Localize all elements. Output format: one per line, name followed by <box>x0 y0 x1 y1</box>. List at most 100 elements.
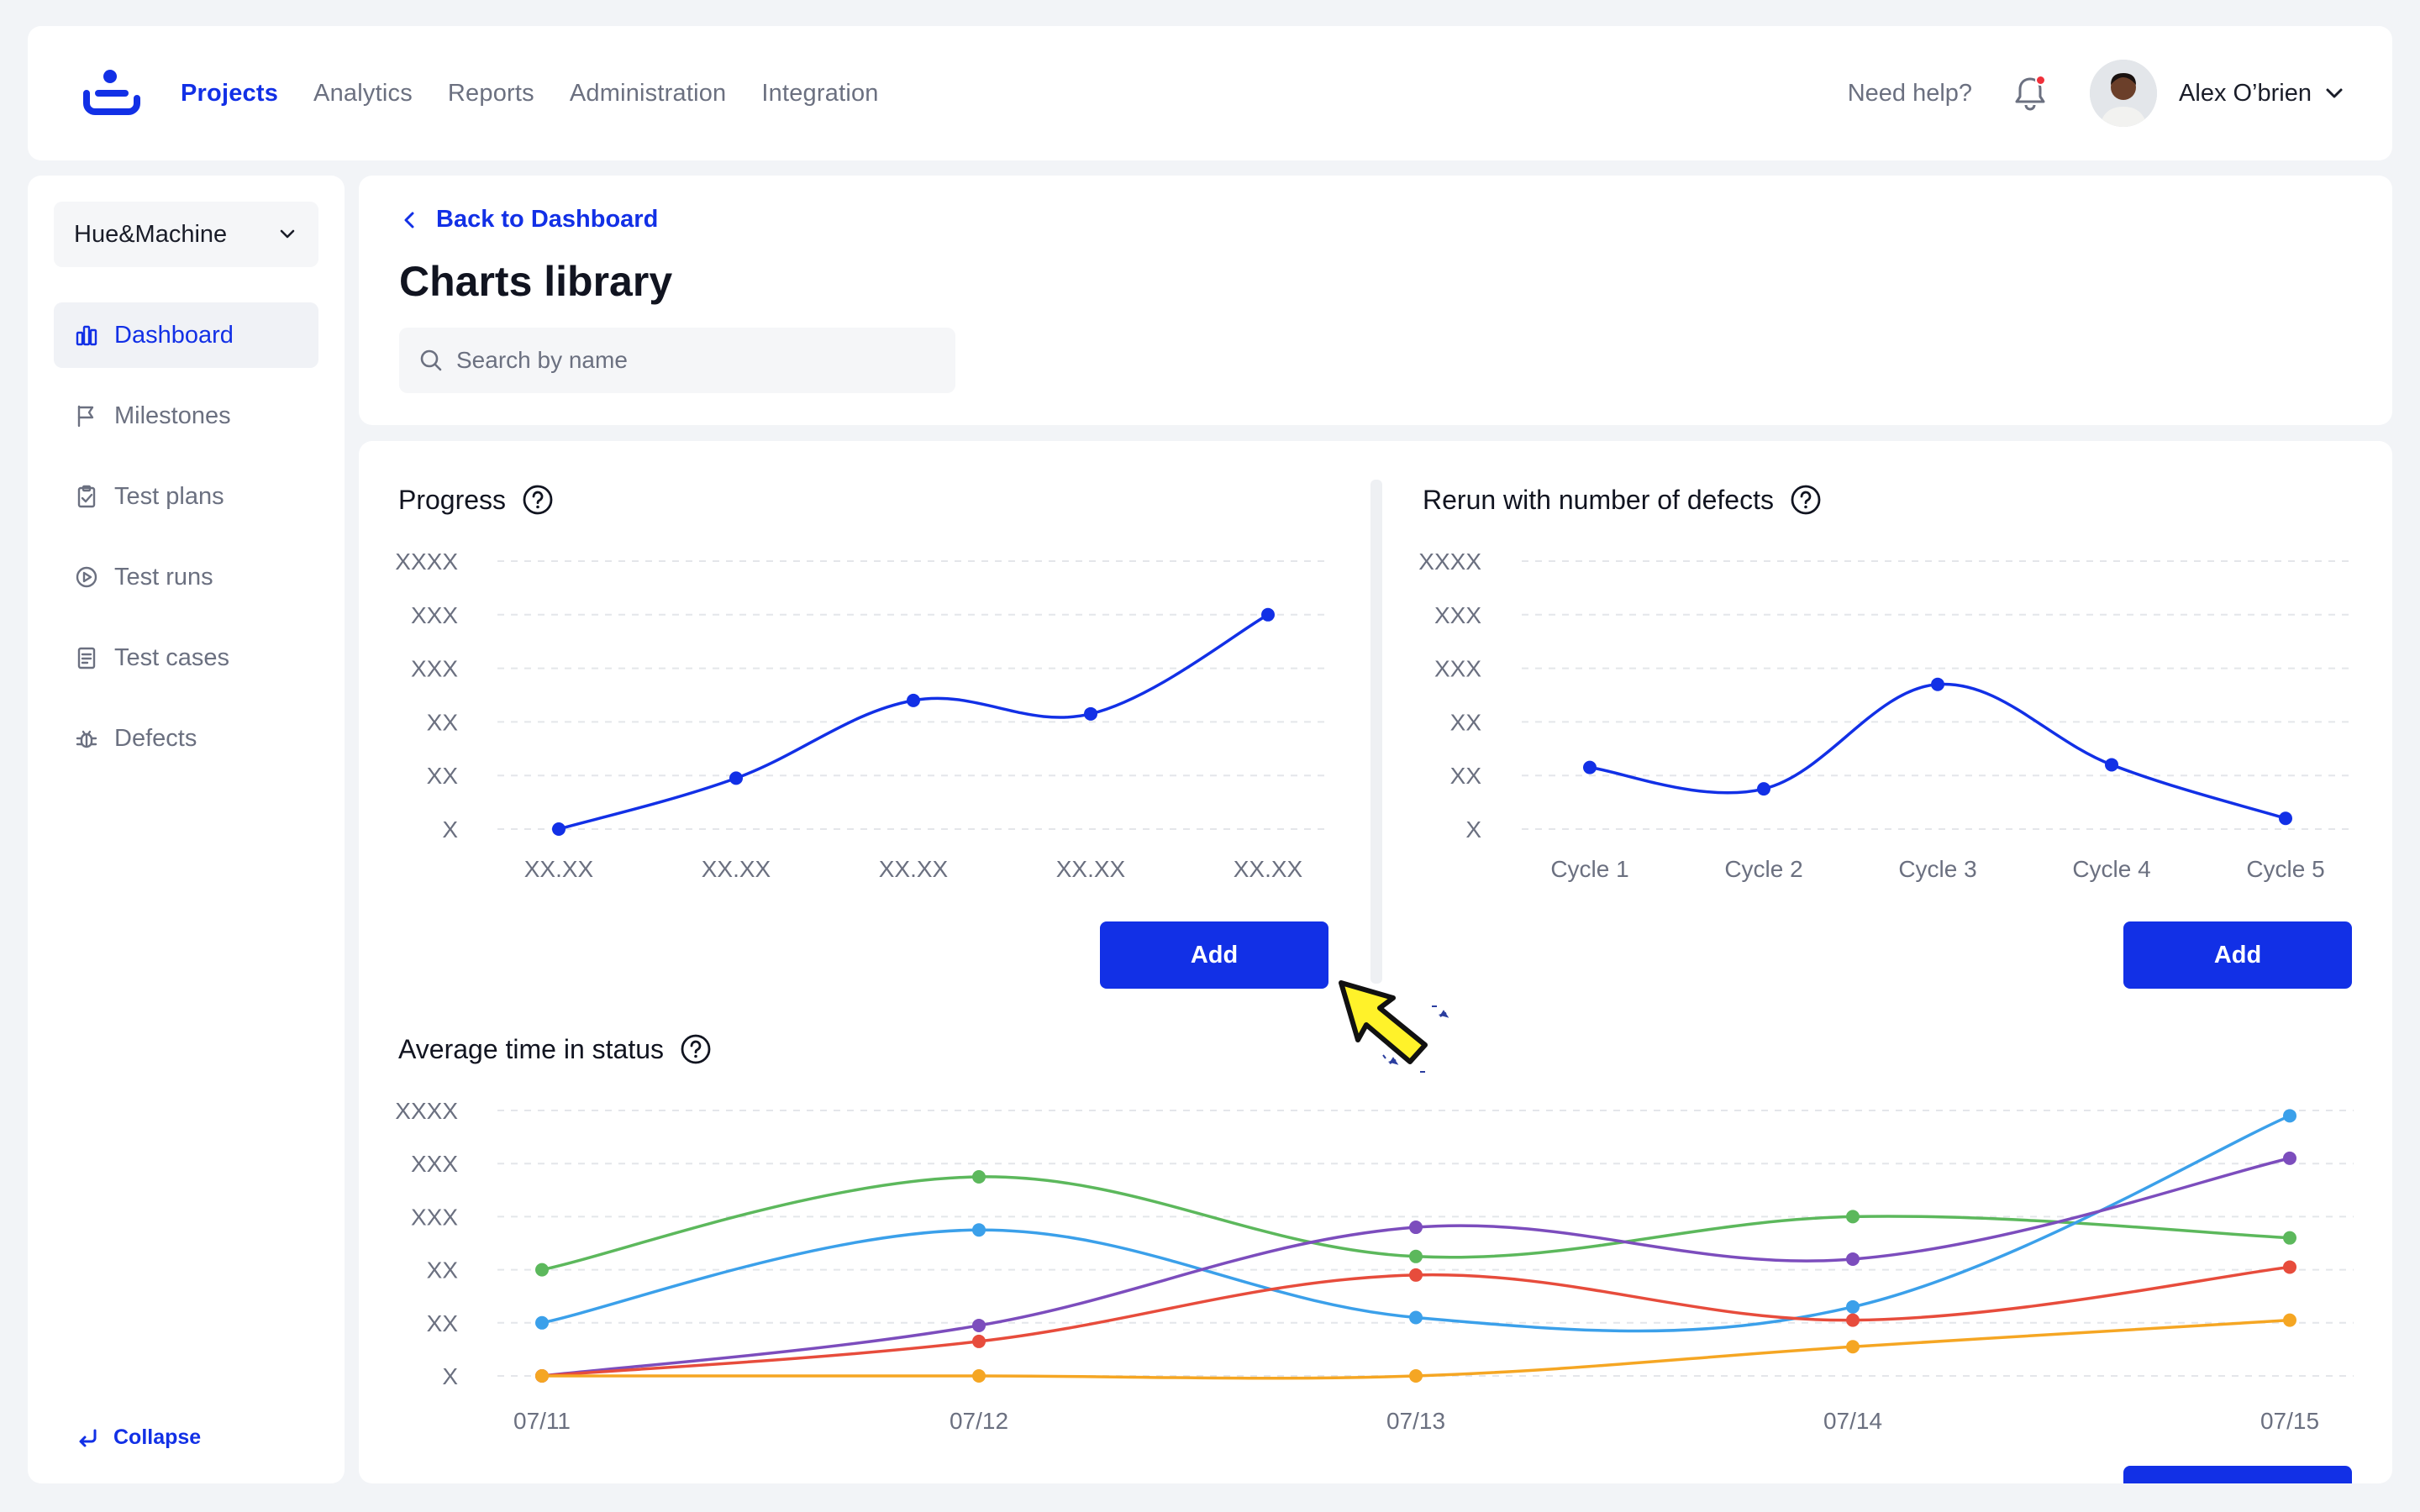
nav-reports[interactable]: Reports <box>447 79 534 107</box>
sidebar-item-test-plans[interactable]: Test plans <box>54 464 318 529</box>
data-point[interactable] <box>2283 1231 2296 1245</box>
charts-panel: Progress Rerun with number of defects Av… <box>359 441 2392 1483</box>
x-tick-label: XX.XX <box>1234 856 1303 882</box>
x-tick-label: Cycle 1 <box>1550 856 1628 882</box>
x-tick-label: 07/15 <box>2260 1408 2319 1434</box>
need-help-link[interactable]: Need help? <box>1847 79 1973 107</box>
data-point[interactable] <box>1409 1310 1423 1325</box>
sidebar-item-label: Test plans <box>114 482 224 510</box>
data-point[interactable] <box>1846 1210 1860 1224</box>
play-circle-icon <box>76 566 97 588</box>
nav-administration[interactable]: Administration <box>569 79 727 107</box>
data-point[interactable] <box>2283 1260 2296 1274</box>
data-point[interactable] <box>2283 1313 2296 1327</box>
data-point[interactable] <box>2105 758 2118 772</box>
y-tick-label: XXXX <box>395 549 458 575</box>
data-point[interactable] <box>1931 677 1944 691</box>
data-point[interactable] <box>1846 1340 1860 1354</box>
data-point[interactable] <box>2283 1151 2296 1165</box>
workspace-name: Hue&Machine <box>74 220 228 248</box>
sidebar: Hue&Machine Dashboard Milestones Test plan… <box>28 176 345 1483</box>
top-navigation-bar: Projects Analytics Reports Administration In… <box>28 26 2392 160</box>
return-arrow-icon <box>79 1429 97 1446</box>
y-tick-label: X <box>442 1363 458 1389</box>
data-point[interactable] <box>1846 1299 1860 1314</box>
notifications-bell-icon[interactable] <box>2012 74 2048 113</box>
data-point[interactable] <box>907 693 920 707</box>
main-nav: Projects Analytics Reports Administration In… <box>181 80 914 108</box>
data-point[interactable] <box>535 1263 549 1277</box>
data-point[interactable] <box>1757 782 1770 796</box>
x-tick-label: XX.XX <box>1056 856 1126 882</box>
user-name[interactable]: Alex O’brien <box>2179 79 2312 107</box>
data-point[interactable] <box>1409 1268 1423 1282</box>
data-point[interactable] <box>1409 1249 1423 1263</box>
sidebar-item-dashboard[interactable]: Dashboard <box>54 302 318 368</box>
progress-chart-title: Progress <box>398 483 555 517</box>
workspace-selector[interactable]: Hue&Machine <box>54 202 318 267</box>
bug-icon <box>76 730 97 748</box>
data-point[interactable] <box>1583 760 1597 774</box>
sidebar-item-label: Dashboard <box>114 321 234 349</box>
chevron-down-icon <box>280 229 295 239</box>
data-point[interactable] <box>972 1170 986 1184</box>
x-tick-label: 07/11 <box>513 1408 571 1434</box>
data-point[interactable] <box>2283 1109 2296 1123</box>
sidebar-item-label: Milestones <box>114 402 231 429</box>
rerun-title-text: Rerun with number of defects <box>1423 484 1774 515</box>
sidebar-menu: Dashboard Milestones Test plans Test runs Te… <box>54 302 318 771</box>
x-tick-label: Cycle 2 <box>1724 856 1802 882</box>
help-circle-icon[interactable] <box>1789 483 1823 517</box>
series-line <box>540 1157 2291 1378</box>
data-point[interactable] <box>972 1369 986 1383</box>
data-point[interactable] <box>1084 706 1097 721</box>
x-tick-label: 07/12 <box>950 1408 1008 1434</box>
y-tick-label: XX <box>1450 763 1482 789</box>
data-point[interactable] <box>1261 607 1275 622</box>
user-avatar[interactable] <box>2090 60 2158 127</box>
nav-analytics[interactable]: Analytics <box>313 79 413 107</box>
app-logo-icon[interactable] <box>82 68 142 118</box>
data-point[interactable] <box>729 771 743 785</box>
data-point[interactable] <box>972 1318 986 1332</box>
data-point[interactable] <box>2279 811 2292 826</box>
help-circle-icon[interactable] <box>679 1032 713 1066</box>
data-point[interactable] <box>1846 1252 1860 1266</box>
x-tick-label: Cycle 5 <box>2246 856 2324 882</box>
data-point[interactable] <box>972 1223 986 1237</box>
data-point[interactable] <box>535 1315 549 1330</box>
avg-add-button[interactable] <box>2123 1466 2352 1483</box>
sidebar-item-label: Defects <box>114 724 197 752</box>
data-point[interactable] <box>535 1369 549 1383</box>
chevron-down-icon[interactable] <box>2323 82 2345 104</box>
sidebar-item-defects[interactable]: Defects <box>54 706 318 771</box>
page-title: Charts library <box>399 258 673 305</box>
sidebar-item-test-runs[interactable]: Test runs <box>54 544 318 610</box>
data-point[interactable] <box>552 822 566 836</box>
panel-divider <box>1370 480 1382 984</box>
data-point[interactable] <box>1846 1313 1860 1327</box>
y-tick-label: X <box>1465 816 1481 843</box>
search-input[interactable] <box>456 347 937 374</box>
y-tick-label: XX <box>1450 709 1482 735</box>
sidebar-item-milestones[interactable]: Milestones <box>54 383 318 449</box>
back-to-dashboard-link[interactable]: Back to Dashboard <box>399 206 2352 234</box>
sidebar-item-test-cases[interactable]: Test cases <box>54 625 318 690</box>
data-point[interactable] <box>1409 1221 1423 1235</box>
nav-integration[interactable]: Integration <box>761 79 879 107</box>
collapse-label: Collapse <box>113 1425 202 1449</box>
data-point[interactable] <box>972 1334 986 1348</box>
data-point[interactable] <box>1409 1369 1423 1383</box>
rerun-chart-title: Rerun with number of defects <box>1423 483 1823 517</box>
pointer-arrow-icon <box>1339 980 1449 1073</box>
collapse-button[interactable]: Collapse <box>76 1425 201 1450</box>
rerun-add-button[interactable]: Add <box>2123 921 2352 989</box>
nav-projects[interactable]: Projects <box>181 79 279 107</box>
help-circle-icon[interactable] <box>521 483 555 517</box>
x-tick-label: Cycle 3 <box>1898 856 1976 882</box>
progress-add-button[interactable]: Add <box>1100 921 1328 989</box>
y-tick-label: XXXX <box>395 1098 458 1124</box>
